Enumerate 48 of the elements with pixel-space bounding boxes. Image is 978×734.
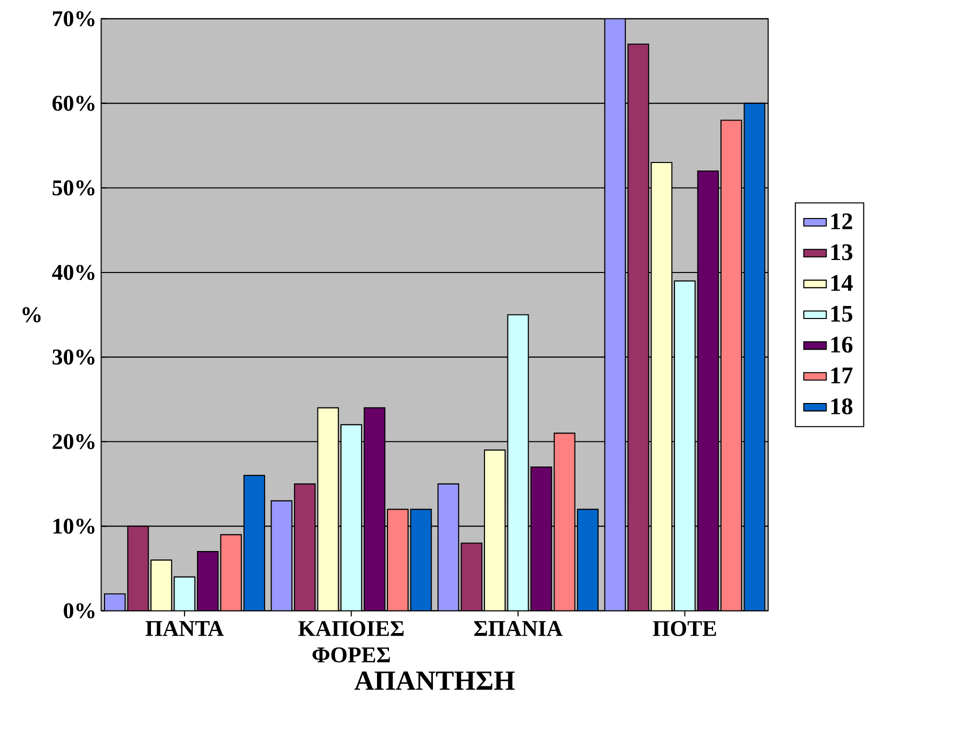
bar <box>604 18 626 611</box>
bar <box>437 483 460 611</box>
bar <box>196 550 219 611</box>
bar <box>364 407 386 611</box>
bar <box>150 559 172 611</box>
bar <box>220 534 242 611</box>
bar <box>340 424 362 611</box>
y-tick-label: 40% <box>52 264 94 280</box>
legend-label: 18 <box>831 398 852 414</box>
legend-label: 14 <box>831 274 853 291</box>
y-tick-label: 0% <box>64 602 94 618</box>
x-tick-label: ΣΠΑΝΙΑ <box>474 620 563 636</box>
legend-label: 12 <box>831 213 852 229</box>
bar <box>576 508 599 611</box>
y-tick-label: 10% <box>54 518 94 534</box>
bar <box>507 314 529 611</box>
bar <box>460 542 482 611</box>
bar <box>530 466 552 611</box>
bar <box>697 170 719 611</box>
legend-label: 15 <box>831 306 852 322</box>
bar <box>243 474 266 611</box>
x-tick-label: ΚΑΠΟΙΕΣ ΦΟΡΕΣ <box>298 620 404 662</box>
bar <box>554 432 576 611</box>
bar <box>174 576 196 611</box>
bar <box>127 525 149 611</box>
y-tick-label: 70% <box>53 10 94 26</box>
bar <box>484 449 506 611</box>
x-tick-label: ΠΟΤΕ <box>652 620 716 636</box>
legend-label: 13 <box>831 244 852 260</box>
x-tick-label: ΠΑΝΤΑ <box>146 620 224 636</box>
bar <box>650 162 672 611</box>
bar <box>386 508 409 611</box>
y-tick-label: 60% <box>52 96 94 111</box>
bar <box>270 500 292 611</box>
y-axis-title: % <box>22 306 41 322</box>
bar <box>294 483 316 611</box>
bar <box>410 508 432 611</box>
legend-label: 16 <box>831 336 852 352</box>
bar <box>317 407 339 611</box>
x-axis-title: ΑΠΑΝΤΗΣΗ <box>354 671 515 690</box>
y-tick-label: 30% <box>52 349 94 364</box>
y-tick-label: 50% <box>52 180 94 196</box>
bar <box>744 102 766 611</box>
bar <box>720 119 742 611</box>
bar <box>674 280 696 611</box>
legend-label: 17 <box>831 367 853 383</box>
bar <box>627 43 650 611</box>
y-tick-label: 20% <box>52 434 94 449</box>
